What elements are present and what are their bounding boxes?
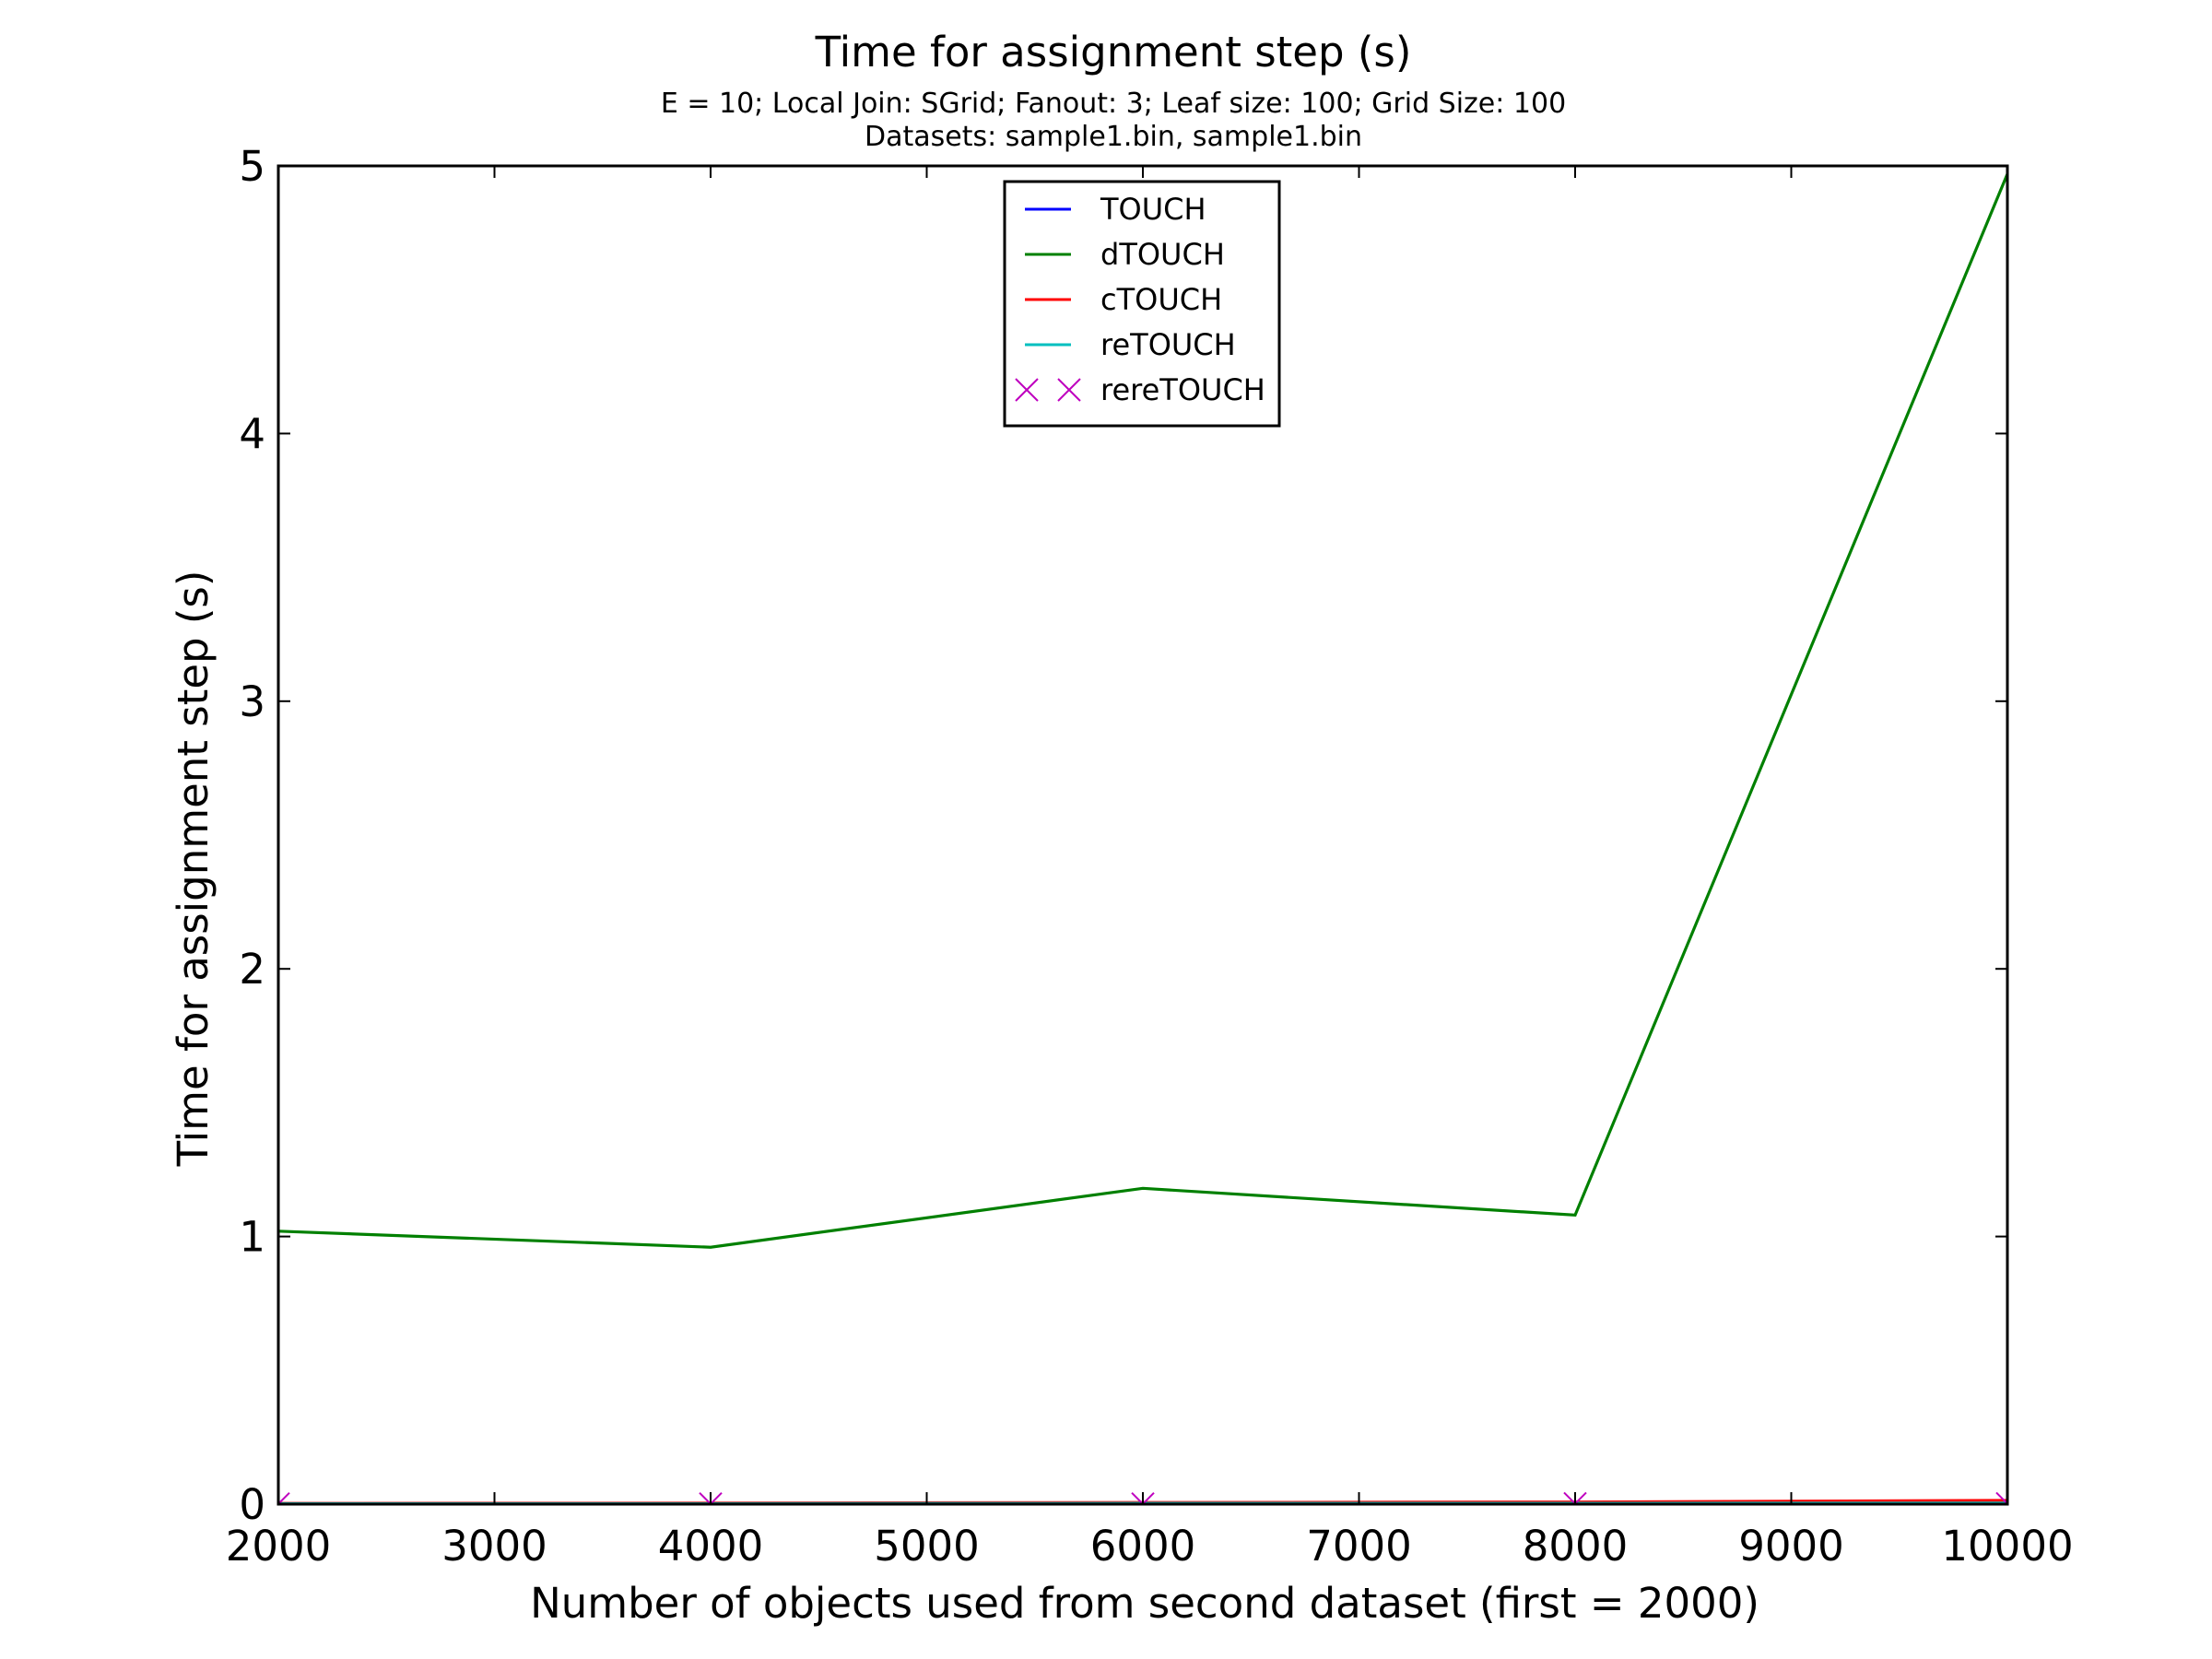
x-tick-label: 3000 [441, 1522, 547, 1571]
legend-item-reTOUCH: reTOUCH [1025, 327, 1236, 362]
x-tick-label: 10000 [1941, 1522, 2073, 1571]
y-tick-label: 1 [239, 1213, 265, 1262]
plot-area: 2000 3000 4000 5000 6000 7000 8000 9000 10000 0 1 2… [226, 142, 2074, 1571]
legend-item-rereTOUCH: rereTOUCH [1015, 372, 1265, 407]
x-tick-label: 5000 [874, 1522, 980, 1571]
x-tick-label: 4000 [658, 1522, 764, 1571]
legend-item-cTOUCH: cTOUCH [1025, 282, 1222, 317]
y-tick-label: 0 [239, 1480, 265, 1529]
chart-subtitle-line-1: E = 10; Local Join: SGrid; Fanout: 3; Le… [661, 88, 1566, 120]
legend-item-TOUCH: TOUCH [1025, 192, 1206, 227]
legend-box [1003, 180, 1281, 428]
legend-label: cTOUCH [1100, 282, 1222, 317]
y-tick-label: 2 [239, 945, 265, 994]
y-tick-label: 5 [239, 142, 265, 191]
y-tick-label: 4 [239, 409, 265, 458]
x-tick-label: 9000 [1738, 1522, 1844, 1571]
series-line-dTOUCH [278, 173, 2007, 1249]
legend-marker [1015, 378, 1039, 402]
legend-label: rereTOUCH [1100, 372, 1265, 407]
y-axis-label: Time for assignment step (s) [169, 571, 218, 1168]
data-point-rereTOUCH [1995, 1491, 2007, 1504]
x-tick-label: 6000 [1090, 1522, 1196, 1571]
y-tick-label: 3 [239, 677, 265, 726]
legend-label: TOUCH [1100, 192, 1206, 227]
legend-item-dTOUCH: dTOUCH [1025, 237, 1225, 272]
x-tick-label: 8000 [1523, 1522, 1629, 1571]
x-axis-label: Number of objects used from second datas… [530, 1579, 1759, 1628]
legend-label: dTOUCH [1100, 237, 1225, 272]
chart-title: Time for assignment step (s) [815, 28, 1412, 76]
legend-label: reTOUCH [1100, 327, 1236, 362]
x-tick-label: 2000 [226, 1522, 332, 1571]
series-dTOUCH [278, 173, 2007, 1249]
x-tick-label: 7000 [1306, 1522, 1412, 1571]
data-point-rereTOUCH [278, 1492, 290, 1504]
chart-subtitle-line-2: Datasets: sample1.bin, sample1.bin [865, 121, 1362, 153]
legend-marker [1057, 378, 1081, 402]
legend: TOUCH dTOUCH cTOUCH reTOUCH rereTOUCH [1003, 180, 1281, 428]
